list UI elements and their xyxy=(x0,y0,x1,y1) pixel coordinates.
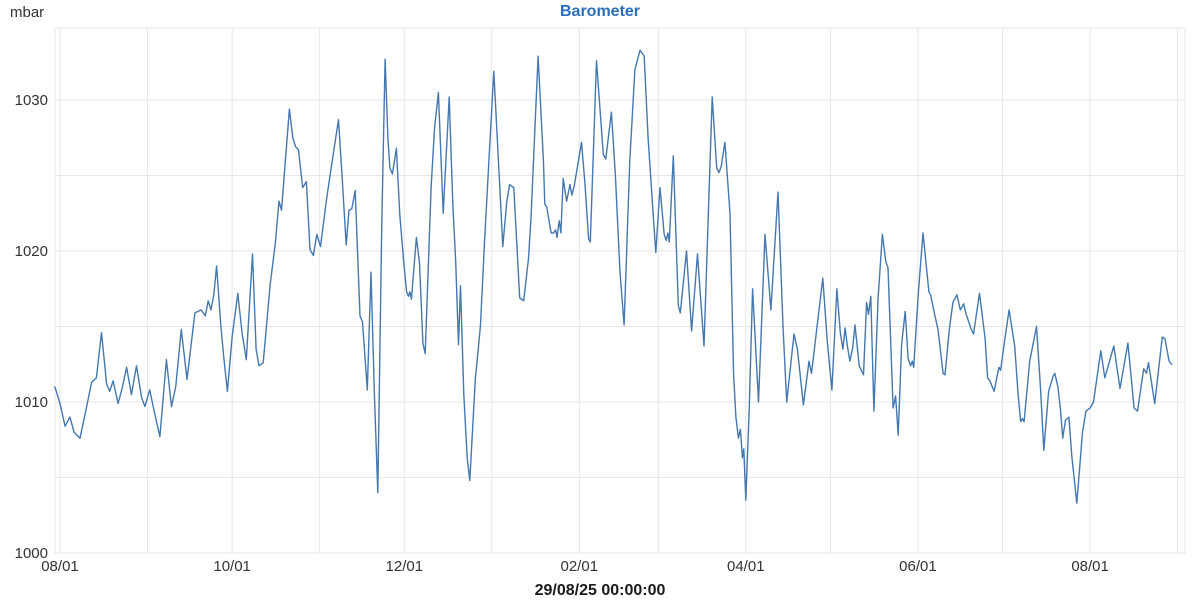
x-tick-label: 04/01 xyxy=(727,558,765,575)
chart-title: Barometer xyxy=(559,3,641,20)
x-tick-label: 10/01 xyxy=(213,558,251,575)
y-tick-label: 1020 xyxy=(15,243,48,260)
y-tick-label: 1010 xyxy=(15,394,48,411)
y-axis-unit-label: mbar xyxy=(10,4,45,21)
x-tick-label: 08/01 xyxy=(41,558,79,575)
x-tick-label: 06/01 xyxy=(899,558,937,575)
x-tick-label: 02/01 xyxy=(561,558,599,575)
y-tick-label: 1000 xyxy=(15,545,48,562)
x-tick-label: 08/01 xyxy=(1071,558,1109,575)
y-tick-label: 1030 xyxy=(15,92,48,109)
caption-datetime: 29/08/25 00:00:00 xyxy=(534,582,666,599)
plot-border xyxy=(54,27,1186,554)
pressure-series-line xyxy=(54,49,1173,504)
x-tick-label: 12/01 xyxy=(386,558,424,575)
